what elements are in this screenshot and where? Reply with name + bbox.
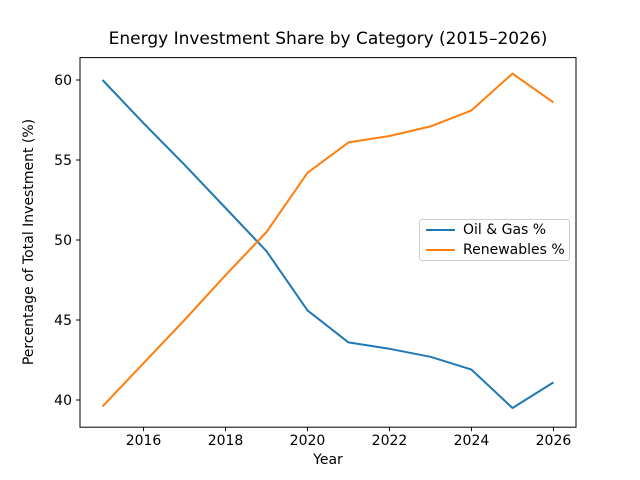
legend-item-renewables: Renewables % [426, 240, 569, 260]
y-tick-label: 50 [54, 233, 72, 249]
y-axis-label: Percentage of Total Investment (%) [21, 118, 37, 366]
legend-label-renewables: Renewables % [463, 242, 565, 258]
x-tick-label: 2024 [454, 433, 490, 449]
x-tick-label: 2020 [290, 433, 326, 449]
series-line-renewables- [101, 72, 555, 408]
y-tick-label: 55 [54, 153, 72, 169]
x-axis-label: Year [313, 452, 343, 468]
legend-label-oil-gas: Oil & Gas % [463, 222, 547, 238]
series-line-oil-gas- [101, 79, 554, 409]
x-tick-label: 2022 [372, 433, 408, 449]
chart-title: Energy Investment Share by Category (201… [108, 29, 548, 49]
y-tick-label: 45 [54, 313, 72, 329]
x-tick-label: 2026 [536, 433, 572, 449]
legend-item-oil-gas: Oil & Gas % [426, 220, 569, 240]
x-tick-label: 2018 [208, 433, 244, 449]
legend: Oil & Gas % Renewables % [419, 219, 570, 261]
plot-border [79, 57, 577, 428]
legend-line-swatch-renewables [426, 249, 455, 251]
legend-line-swatch-oil-gas [426, 229, 455, 231]
y-tick-label: 60 [54, 73, 72, 89]
y-tick-label: 40 [54, 393, 72, 409]
x-tick-label: 2016 [126, 433, 162, 449]
